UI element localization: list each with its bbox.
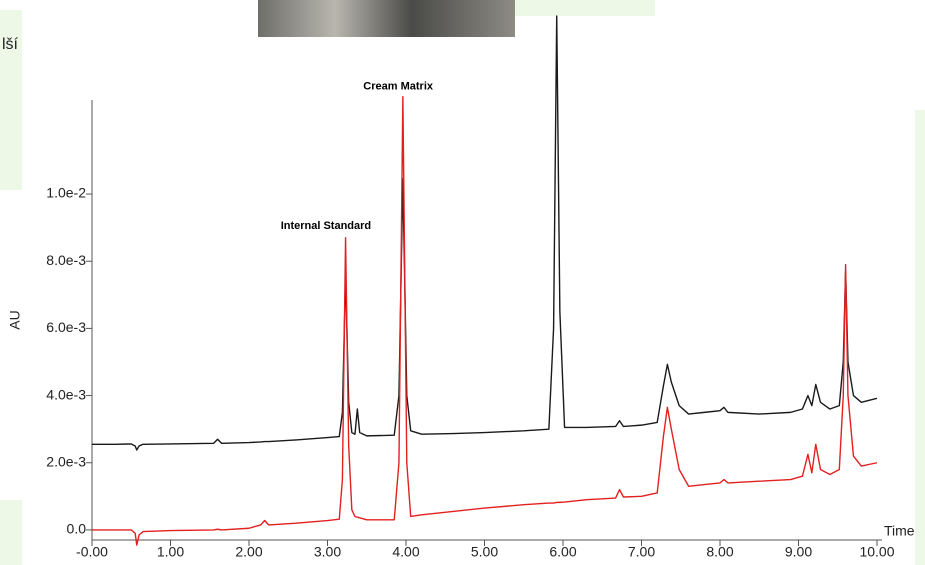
x-axis-label: Time [884,523,915,539]
series-line [92,15,878,451]
x-tick-label: 8.00 [706,544,733,560]
y-tick-label: 2.0e-3 [46,453,86,469]
x-tick-label: 9.00 [785,544,812,560]
background-panel [0,10,22,190]
background-panel [915,110,925,565]
series-line [92,95,878,546]
x-tick-label: 3.00 [314,544,341,560]
photo [258,0,515,37]
annotation: Cream Matrix [363,80,434,92]
annotation: Internal Standard [281,220,371,232]
x-tick-label: 10.00 [859,544,894,560]
y-tick-label: 1.0e-2 [46,185,86,201]
x-tick-label: 2.00 [235,544,262,560]
y-tick-label: 0.0 [67,521,87,537]
y-tick-label: 4.0e-3 [46,386,86,402]
x-tick-label: 6.00 [549,544,576,560]
x-tick-label: 4.00 [392,544,419,560]
y-axis-label: AU [7,310,23,329]
x-tick-label: 1.00 [157,544,184,560]
background-panel [0,500,22,565]
y-tick-label: 8.0e-3 [46,252,86,268]
x-tick-label: -0.00 [76,544,108,560]
x-tick-label: 7.00 [628,544,655,560]
y-tick-label: 6.0e-3 [46,319,86,335]
background-panel [515,0,655,16]
x-tick-label: 5.00 [471,544,498,560]
page-fragment: lší [2,36,19,53]
